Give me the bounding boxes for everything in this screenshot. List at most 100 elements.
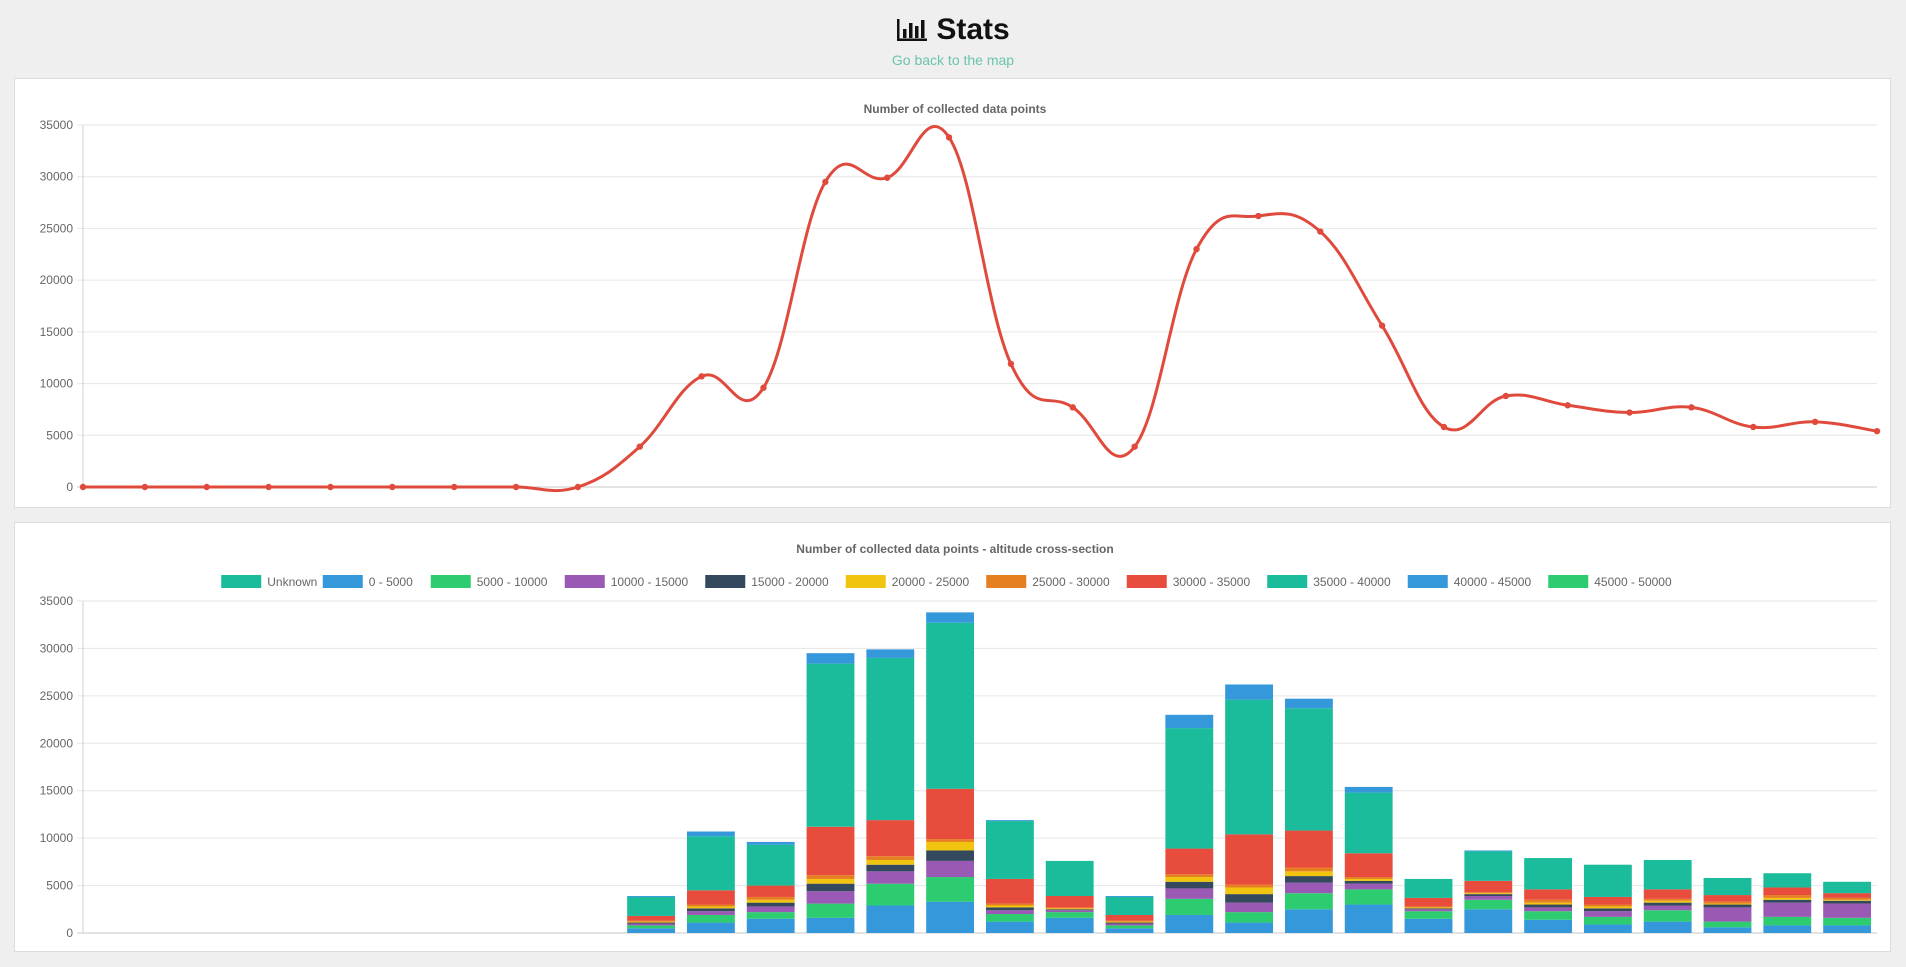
bar-segment — [866, 864, 915, 872]
bar-segment — [985, 914, 1034, 922]
bar-segment — [1404, 911, 1453, 919]
line-chart: Number of collected data points 0 5000 1000… — [40, 102, 1881, 494]
bar-segment — [1703, 904, 1752, 908]
bar-segment — [866, 883, 915, 906]
data-point — [1688, 404, 1695, 411]
legend-swatch — [1126, 575, 1167, 588]
y-tick-label: 25000 — [40, 689, 74, 703]
bar-segment — [627, 896, 676, 897]
bar-segment — [1763, 916, 1812, 926]
bar-segment — [1583, 896, 1632, 905]
bar-segment — [1703, 927, 1752, 933]
bar-segment — [1045, 909, 1094, 911]
bar-segment — [1763, 902, 1812, 917]
legend-item: 0 - 5000 — [322, 575, 413, 589]
bar-segment — [1284, 867, 1333, 872]
legend-item: 45000 - 50000 — [1548, 575, 1672, 589]
data-point — [1811, 418, 1819, 426]
bar-segment — [806, 826, 855, 876]
bar-segment — [1165, 877, 1214, 882]
bar-segment — [627, 921, 676, 923]
data-point — [574, 483, 582, 491]
data-point — [1750, 423, 1757, 431]
legend-item: 10000 - 15000 — [564, 575, 688, 589]
legend-swatch — [430, 575, 471, 588]
bar-segment — [1105, 928, 1154, 933]
bar-segment — [985, 820, 1034, 822]
bar-segment — [1284, 871, 1333, 877]
data-point — [1069, 404, 1076, 411]
y-tick-label: 25000 — [40, 221, 74, 235]
bar-segment — [746, 885, 795, 897]
bar-segment — [926, 841, 975, 851]
legend-item: 25000 - 30000 — [986, 575, 1110, 589]
legend-swatch — [1407, 575, 1448, 588]
y-tick-label: 30000 — [40, 641, 74, 655]
bar-segment — [1763, 899, 1812, 903]
data-point — [1440, 423, 1448, 431]
bar-segment — [686, 911, 735, 915]
bar-segment — [1464, 851, 1513, 881]
page-title: Stats — [936, 13, 1010, 46]
bar-segment — [866, 905, 915, 933]
data-point — [760, 384, 767, 391]
bar-segment — [1045, 908, 1094, 910]
bar-segment — [1344, 792, 1393, 854]
bar-segment — [1344, 878, 1393, 881]
legend-item: 30000 - 35000 — [1126, 575, 1250, 589]
data-point — [1873, 427, 1881, 435]
bar-segment — [1643, 900, 1692, 903]
bar-chart-icon — [897, 19, 928, 41]
bar-segment — [686, 908, 735, 912]
data-point — [636, 443, 643, 450]
bar-segment — [1404, 897, 1453, 907]
bar-segment — [1225, 922, 1274, 933]
bar-segment — [985, 921, 1034, 933]
bar-segment — [1464, 899, 1513, 910]
bar-segment — [1105, 923, 1154, 926]
bar-segment — [746, 902, 795, 907]
legend-swatch — [986, 575, 1027, 588]
bar-segment — [1583, 908, 1632, 912]
bar-segment — [1583, 924, 1632, 933]
bar-segment — [806, 917, 855, 933]
back-to-map-link[interactable]: Go back to the map — [891, 52, 1015, 68]
bar-segment — [1284, 876, 1333, 883]
bar-segment — [926, 901, 975, 933]
y-tick-label: 15000 — [40, 325, 74, 339]
bar-segment — [1524, 904, 1573, 908]
bar-segment — [1225, 684, 1274, 700]
bar-segment — [1344, 889, 1393, 905]
bar-segment — [1524, 919, 1573, 933]
bar-segment — [1823, 925, 1872, 933]
line-chart-panel: Number of collected data points 0 5000 1000… — [14, 78, 1891, 508]
bar-segment — [1763, 887, 1812, 896]
bar-segment — [1284, 698, 1333, 709]
bar-segment — [1643, 905, 1692, 911]
bar-segment — [866, 859, 915, 865]
bar-segment — [746, 844, 795, 886]
bar-segment — [746, 912, 795, 919]
bar-segment — [1524, 899, 1573, 903]
legend-label: 5000 - 10000 — [477, 575, 548, 589]
bar-segment — [806, 878, 855, 884]
legend-item: 20000 - 25000 — [845, 575, 969, 589]
data-point — [450, 483, 458, 491]
bar-segment — [1165, 848, 1214, 875]
bar-segment — [1404, 907, 1453, 909]
data-point — [512, 483, 520, 491]
bar-segment — [1464, 850, 1513, 852]
bar-segment — [1105, 896, 1154, 897]
bar-segment — [1763, 873, 1812, 888]
page-header: Stats Go back to the map — [0, 10, 1906, 70]
bar-segment — [627, 915, 676, 921]
bar-segment — [686, 904, 735, 907]
bar-segment — [1464, 909, 1513, 933]
bar-segment — [686, 914, 735, 923]
data-point — [1317, 228, 1324, 235]
bar-segment — [866, 649, 915, 658]
bar-segment — [1165, 728, 1214, 849]
bar-segment — [1643, 902, 1692, 906]
bar-segment — [985, 910, 1034, 915]
legend-label: 25000 - 30000 — [1032, 575, 1110, 589]
